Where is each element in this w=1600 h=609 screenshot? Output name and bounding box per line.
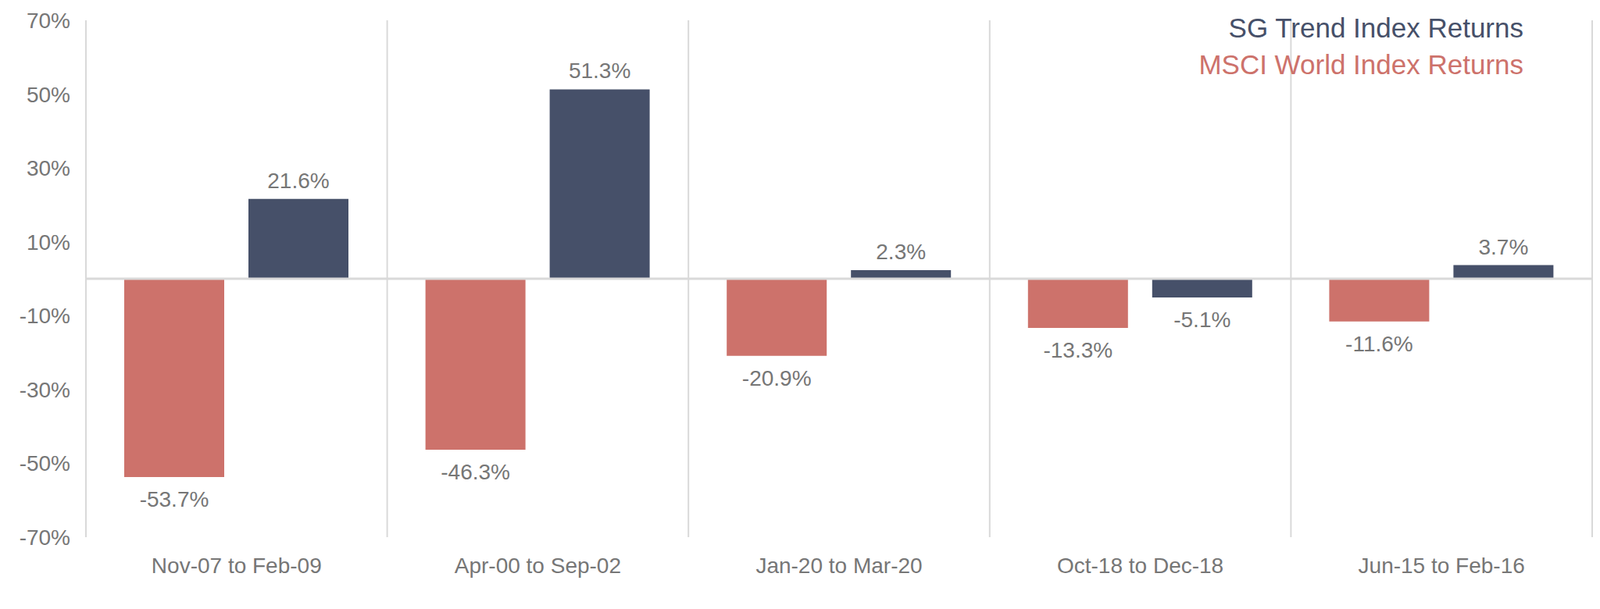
svg-text:-5.1%: -5.1% (1173, 307, 1231, 333)
svg-text:-70%: -70% (19, 525, 71, 550)
svg-text:21.6%: 21.6% (267, 168, 329, 193)
svg-text:-11.6%: -11.6% (1345, 332, 1414, 357)
svg-text:Jun-15 to Feb-16: Jun-15 to Feb-16 (1358, 553, 1525, 579)
svg-text:-53.7%: -53.7% (139, 487, 210, 512)
svg-text:2.3%: 2.3% (875, 239, 926, 265)
svg-text:Oct-18 to Dec-18: Oct-18 to Dec-18 (1057, 553, 1224, 579)
svg-text:-20.9%: -20.9% (742, 366, 812, 391)
svg-text:-46.3%: -46.3% (440, 460, 511, 485)
svg-text:-30%: -30% (19, 378, 71, 403)
svg-text:51.3%: 51.3% (568, 58, 631, 83)
svg-text:10%: 10% (26, 230, 71, 255)
svg-text:-10%: -10% (19, 303, 71, 329)
svg-text:50%: 50% (26, 82, 71, 108)
svg-text:Apr-00 to Sep-02: Apr-00 to Sep-02 (454, 553, 622, 579)
svg-text:Jan-20 to Mar-20: Jan-20 to Mar-20 (755, 553, 922, 579)
html-text:MSCI World Index Returns: MSCI World Index Returns (1198, 49, 1524, 80)
svg-text:30%: 30% (26, 156, 71, 181)
svg-text:-50%: -50% (19, 451, 71, 476)
html-text:SG Trend Index Returns: SG Trend Index Returns (1228, 12, 1524, 43)
svg-text:-13.3%: -13.3% (1042, 338, 1113, 363)
svg-text:3.7%: 3.7% (1478, 235, 1529, 260)
svg-text:Nov-07 to Feb-09: Nov-07 to Feb-09 (151, 553, 322, 579)
svg-text:70%: 70% (26, 8, 71, 33)
